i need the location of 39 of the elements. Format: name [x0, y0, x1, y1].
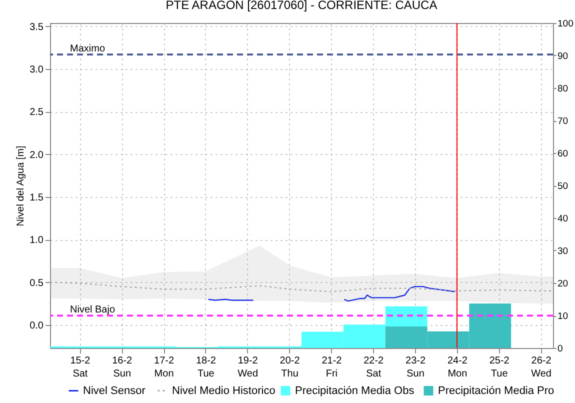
x-tick-label: 26-2 Wed: [531, 356, 552, 380]
x-tick-label: 16-2 Sun: [112, 356, 133, 380]
y-tick-label: 1.0: [30, 235, 44, 246]
x-tick-label: 18-2 Tue: [196, 356, 216, 380]
y-axis-title: Nivel del Agua [m]: [16, 145, 27, 226]
x-tick-label: 24-2 Mon: [447, 356, 468, 380]
legend-label: Precipitación Media Obs: [295, 384, 415, 397]
x-tick-label: 21-2 Fri: [322, 356, 342, 380]
ref-line-label: Nivel Bajo: [70, 304, 116, 316]
y-tick-label: 0.5: [30, 278, 44, 289]
y-tick-label: 0.0: [30, 320, 44, 332]
y2-tick-label: 100: [558, 18, 574, 30]
y2-tick-label: 0: [558, 344, 563, 354]
ref-line-label: Maximo: [70, 44, 106, 55]
y-tick-label: 2.5: [30, 107, 44, 118]
x-tick-label: 23-2 Sun: [406, 356, 426, 380]
y2-tick-label: 10: [558, 311, 568, 322]
y2-tick-label: 20: [558, 278, 568, 290]
x-tick-label: 22-2 Sat: [364, 356, 384, 380]
y2-tick-label: 80: [558, 84, 568, 94]
legend-label: Nivel Medio Historico: [172, 384, 276, 397]
chart-title: PTE ARAGON [26017060] - CORRIENTE: CAUCA: [166, 0, 438, 12]
legend-label: Nivel Sensor: [83, 384, 146, 397]
legend-label: Precipitación Media Pro: [438, 384, 554, 397]
x-tick-label: 17-2 Mon: [154, 356, 174, 380]
y-tick-label: 1.5: [30, 192, 44, 204]
x-tick-label: 19-2 Wed: [238, 356, 258, 380]
y2-tick-label: 30: [558, 246, 568, 257]
y-tick-label: 3.0: [30, 64, 44, 76]
y2-tick-label: 90: [558, 51, 568, 62]
x-tick-label: 20-2 Thu: [280, 356, 300, 380]
y2-tick-label: 50: [558, 181, 568, 192]
y2-tick-label: 40: [558, 214, 568, 224]
y2-tick-label: 60: [558, 148, 568, 160]
x-tick-label: 25-2 Tue: [489, 356, 510, 380]
y-tick-label: 2.0: [30, 150, 44, 161]
y2-tick-label: 70: [558, 116, 568, 127]
y-tick-label: 3.5: [30, 22, 44, 33]
x-tick-label: 15-2 Sat: [70, 356, 91, 380]
